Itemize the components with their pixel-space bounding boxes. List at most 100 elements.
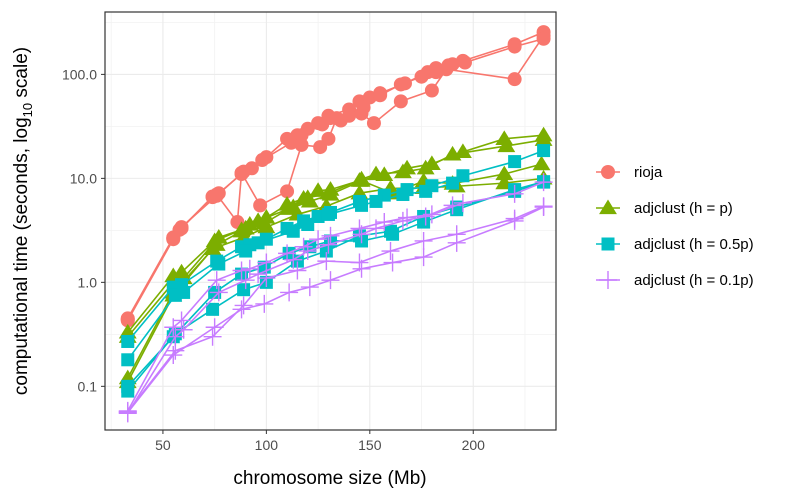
data-point bbox=[319, 244, 333, 258]
data-point bbox=[443, 196, 462, 215]
data-point bbox=[414, 248, 433, 267]
data-point bbox=[532, 155, 551, 171]
data-point bbox=[367, 165, 385, 181]
data-point bbox=[342, 108, 357, 123]
data-point bbox=[356, 100, 371, 115]
data-point bbox=[352, 225, 371, 244]
y-tick-label: 10.0 bbox=[70, 170, 97, 186]
data-point bbox=[209, 187, 224, 202]
y-axis-title: computational time (seconds, log10 scale… bbox=[11, 47, 35, 395]
series-layer bbox=[118, 25, 553, 423]
data-point bbox=[393, 94, 408, 109]
data-point bbox=[537, 144, 551, 158]
data-point bbox=[237, 283, 251, 297]
data-point bbox=[280, 283, 299, 302]
data-point bbox=[355, 198, 369, 212]
data-point bbox=[164, 346, 183, 365]
data-point bbox=[321, 131, 336, 146]
data-point bbox=[319, 235, 338, 254]
data-point bbox=[121, 353, 135, 367]
y-tick-label: 0.1 bbox=[78, 378, 98, 394]
data-point bbox=[209, 283, 228, 302]
data-point bbox=[257, 269, 276, 288]
series-line bbox=[127, 204, 453, 414]
data-point bbox=[453, 193, 472, 212]
y-axis-title-subscript: 10 bbox=[20, 103, 35, 117]
data-point bbox=[205, 318, 224, 337]
legend: rioja adjclust (h = p) adjclust (h = 0.5p)… bbox=[596, 164, 754, 289]
series-1 bbox=[120, 25, 551, 328]
data-point bbox=[534, 131, 553, 146]
y-axis-title-suffix: scale) bbox=[11, 47, 32, 103]
data-point bbox=[209, 228, 228, 244]
series-line bbox=[127, 206, 544, 414]
data-point bbox=[396, 187, 410, 201]
data-point bbox=[505, 209, 524, 228]
data-point bbox=[203, 240, 222, 255]
data-point bbox=[311, 209, 325, 223]
data-point bbox=[166, 231, 181, 246]
data-point bbox=[398, 208, 417, 227]
data-point bbox=[495, 165, 514, 181]
data-point bbox=[429, 65, 444, 80]
legend-key bbox=[601, 165, 615, 179]
x-tick-label: 150 bbox=[358, 437, 382, 453]
data-point bbox=[373, 88, 388, 103]
data-point bbox=[177, 285, 191, 299]
data-point bbox=[121, 384, 135, 398]
data-point bbox=[329, 111, 344, 126]
data-point bbox=[367, 219, 386, 238]
data-point bbox=[424, 83, 439, 98]
data-point bbox=[298, 242, 317, 261]
data-point bbox=[294, 137, 309, 152]
legend-label: rioja bbox=[634, 164, 663, 181]
data-point bbox=[286, 224, 300, 238]
data-point bbox=[393, 77, 408, 92]
data-point bbox=[507, 39, 522, 54]
data-point bbox=[443, 145, 462, 161]
data-point bbox=[393, 163, 412, 179]
data-point bbox=[203, 327, 222, 346]
legend-item: adjclust (h = 0.5p) bbox=[596, 236, 754, 253]
data-point bbox=[381, 242, 400, 261]
data-point bbox=[352, 172, 371, 187]
legend-item: adjclust (h = p) bbox=[596, 199, 733, 217]
data-point bbox=[300, 278, 319, 297]
data-point bbox=[416, 159, 435, 175]
data-point bbox=[505, 184, 524, 203]
x-axis: 50 100 150 200 bbox=[155, 430, 485, 453]
data-point bbox=[290, 254, 304, 268]
data-point bbox=[280, 184, 295, 199]
data-point bbox=[321, 185, 340, 201]
data-point bbox=[212, 257, 226, 271]
data-point bbox=[536, 31, 551, 46]
data-point bbox=[317, 252, 336, 271]
data-point bbox=[495, 130, 514, 145]
data-point bbox=[120, 312, 135, 327]
data-point bbox=[121, 334, 135, 348]
data-point bbox=[309, 230, 328, 249]
data-point bbox=[508, 155, 522, 169]
data-point bbox=[383, 253, 402, 272]
data-point bbox=[321, 207, 335, 221]
legend-label: adjclust (h = p) bbox=[634, 200, 733, 217]
data-point bbox=[414, 231, 433, 250]
legend-key bbox=[599, 199, 617, 215]
y-tick-label: 1.0 bbox=[78, 274, 98, 290]
data-point bbox=[288, 261, 307, 280]
data-point bbox=[249, 265, 268, 284]
data-point bbox=[234, 296, 253, 315]
data-point bbox=[446, 176, 460, 190]
data-point bbox=[234, 165, 249, 180]
legend-item: rioja bbox=[596, 164, 663, 181]
plot-area bbox=[104, 11, 557, 431]
data-point bbox=[164, 318, 183, 337]
data-point bbox=[369, 194, 383, 208]
data-point bbox=[236, 271, 255, 290]
data-point bbox=[321, 226, 340, 245]
data-point bbox=[309, 182, 328, 197]
x-axis-title: chromosome size (Mb) bbox=[233, 468, 426, 489]
legend-item: adjclust (h = 0.1p) bbox=[596, 271, 754, 289]
data-point bbox=[257, 218, 276, 234]
